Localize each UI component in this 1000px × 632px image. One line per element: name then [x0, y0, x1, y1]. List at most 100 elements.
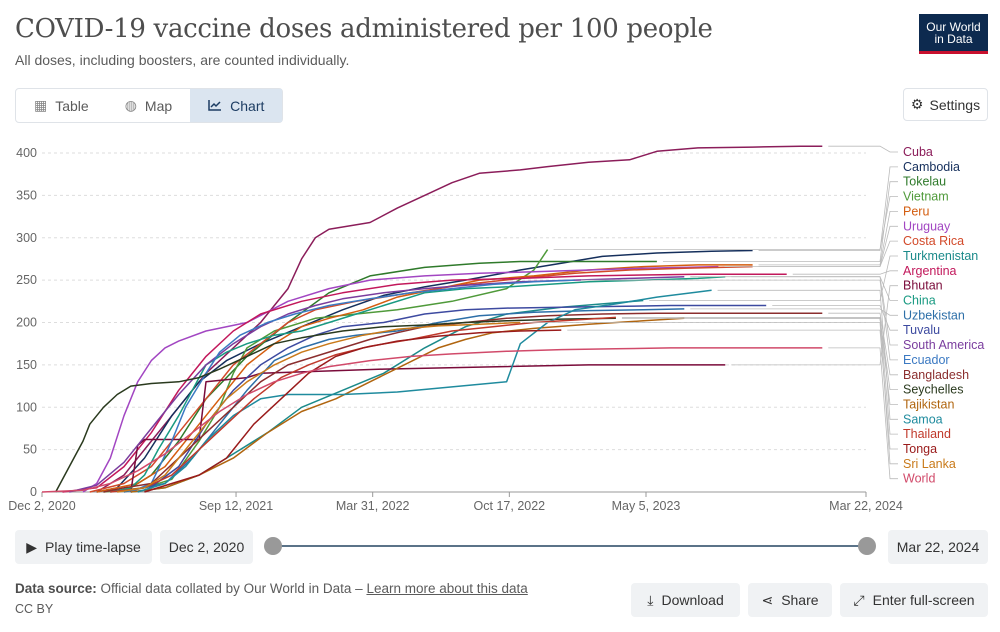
series-line-ecuador[interactable] — [130, 279, 575, 493]
settings-button[interactable]: ⚙ Settings — [903, 88, 988, 121]
timeline-start-handle[interactable] — [264, 537, 282, 555]
gear-icon: ⚙ — [910, 96, 924, 112]
legend-label[interactable]: Cambodia — [903, 160, 960, 174]
series-line-bangladesh[interactable] — [103, 312, 823, 493]
fullscreen-button[interactable]: ⤢ Enter full-screen — [840, 583, 988, 617]
tab-chart-label: Chart — [230, 97, 265, 114]
series-line-tokelau[interactable] — [123, 260, 657, 493]
owid-logo[interactable]: Our World in Data — [919, 14, 988, 54]
x-tick-label: May 5, 2023 — [612, 499, 681, 513]
start-date-field[interactable]: Dec 2, 2020 — [160, 530, 253, 564]
fullscreen-label: Enter full-screen — [872, 592, 975, 608]
timeline-end-handle[interactable] — [858, 537, 876, 555]
share-button[interactable]: ⋖ Share — [748, 583, 832, 617]
series-line-argentina[interactable] — [62, 273, 787, 493]
legend-connector — [758, 166, 898, 251]
y-tick-label: 400 — [16, 146, 37, 160]
legend-label[interactable]: Peru — [903, 204, 929, 218]
source-text: Official data collated by Our World in D… — [100, 581, 363, 596]
x-tick-label: Dec 2, 2020 — [8, 499, 75, 513]
legend-label[interactable]: World — [903, 472, 935, 486]
legend-label[interactable]: Vietnam — [903, 190, 949, 204]
download-icon: ⤓ — [647, 591, 654, 608]
legend-connector — [580, 279, 898, 361]
series-line-cambodia[interactable] — [96, 249, 753, 493]
legend-label[interactable]: Thailand — [903, 427, 951, 441]
legend-connector — [690, 308, 898, 316]
y-tick-label: 150 — [16, 358, 37, 372]
series-line-sri-lanka[interactable] — [117, 321, 521, 493]
series-line-tuvalu[interactable] — [144, 304, 767, 493]
series-line-seychelles[interactable] — [55, 317, 616, 493]
y-tick-label: 100 — [16, 400, 37, 414]
legend-label[interactable]: Tokelau — [903, 175, 946, 189]
table-icon: ▦ — [34, 97, 48, 113]
legend-label[interactable]: Seychelles — [903, 383, 963, 397]
legend-connector — [649, 255, 898, 301]
x-tick-label: Mar 31, 2022 — [336, 499, 410, 513]
legend-label[interactable]: Cuba — [903, 145, 933, 159]
series-line-world[interactable] — [41, 347, 823, 493]
legend-connector — [828, 347, 898, 480]
play-icon: ▶ — [26, 538, 38, 555]
series-line-uzbekistan[interactable] — [123, 308, 685, 493]
legend-label[interactable]: Uzbekistan — [903, 308, 965, 322]
legend-label[interactable]: Uruguay — [903, 219, 951, 233]
legend-connector — [758, 240, 898, 267]
series-line-tonga[interactable] — [144, 329, 562, 493]
legend-connector — [553, 196, 898, 250]
series-line-samoa[interactable] — [137, 289, 712, 493]
x-tick-label: Oct 17, 2022 — [474, 499, 546, 513]
series-line-china[interactable] — [110, 275, 726, 493]
legend-connector — [758, 211, 898, 266]
tab-table-label: Table — [55, 97, 89, 114]
legend-label[interactable]: Tonga — [903, 442, 937, 456]
legend-label[interactable]: Tajikistan — [903, 397, 954, 411]
tab-table[interactable]: ▦ Table — [16, 89, 107, 122]
y-tick-label: 300 — [16, 231, 37, 245]
series-line-bhutan[interactable] — [130, 364, 726, 493]
license-text: CC BY — [15, 602, 54, 616]
logo-line-1: Our World — [926, 20, 981, 34]
tab-chart[interactable]: Chart — [190, 89, 283, 122]
logo-line-2: in Data — [934, 32, 973, 46]
legend-label[interactable]: China — [903, 294, 936, 308]
play-timelapse-button[interactable]: ▶ Play time-lapse — [15, 530, 152, 564]
legend-connector — [690, 317, 898, 405]
y-tick-label: 350 — [16, 188, 37, 202]
legend-connector — [717, 289, 898, 420]
data-source-line: Data source: Official data collated by O… — [15, 581, 528, 596]
globe-icon: ◍ — [124, 97, 137, 113]
learn-more-link[interactable]: Learn more about this data — [366, 581, 528, 596]
share-label: Share — [781, 592, 819, 608]
end-date-field[interactable]: Mar 22, 2024 — [888, 530, 988, 564]
line-chart-icon — [208, 98, 222, 114]
legend-label[interactable]: Ecuador — [903, 353, 950, 367]
chart-subtitle: All doses, including boosters, are count… — [15, 52, 350, 68]
tab-map[interactable]: ◍ Map — [107, 89, 190, 122]
view-tabs: ▦ Table ◍ Map Chart — [15, 88, 284, 123]
source-label: Data source: — [15, 581, 97, 596]
legend-label[interactable]: Costa Rica — [903, 234, 964, 248]
legend-label[interactable]: Argentina — [903, 264, 957, 278]
x-tick-label: Mar 22, 2024 — [829, 499, 903, 513]
x-tick-label: Sep 12, 2021 — [199, 499, 273, 513]
series-line-south-america[interactable] — [69, 275, 685, 493]
settings-label: Settings — [929, 96, 981, 113]
play-label: Play time-lapse — [45, 539, 141, 555]
legend-connector — [828, 312, 898, 376]
legend-connector — [828, 145, 898, 153]
legend-label[interactable]: Turkmenistan — [903, 249, 978, 263]
y-tick-label: 200 — [16, 316, 37, 330]
series-line-thailand[interactable] — [110, 316, 616, 493]
download-button[interactable]: ⤓ Download — [631, 583, 740, 617]
legend-connector — [621, 317, 898, 390]
legend-label[interactable]: Bangladesh — [903, 368, 969, 382]
legend-label[interactable]: South America — [903, 338, 984, 352]
legend-label[interactable]: Sri Lanka — [903, 457, 956, 471]
series-line-tajikistan[interactable] — [130, 317, 685, 493]
legend-label[interactable]: Samoa — [903, 412, 943, 426]
legend-label[interactable]: Tuvalu — [903, 323, 940, 337]
timeline-track[interactable] — [273, 545, 867, 547]
legend-label[interactable]: Bhutan — [903, 279, 943, 293]
